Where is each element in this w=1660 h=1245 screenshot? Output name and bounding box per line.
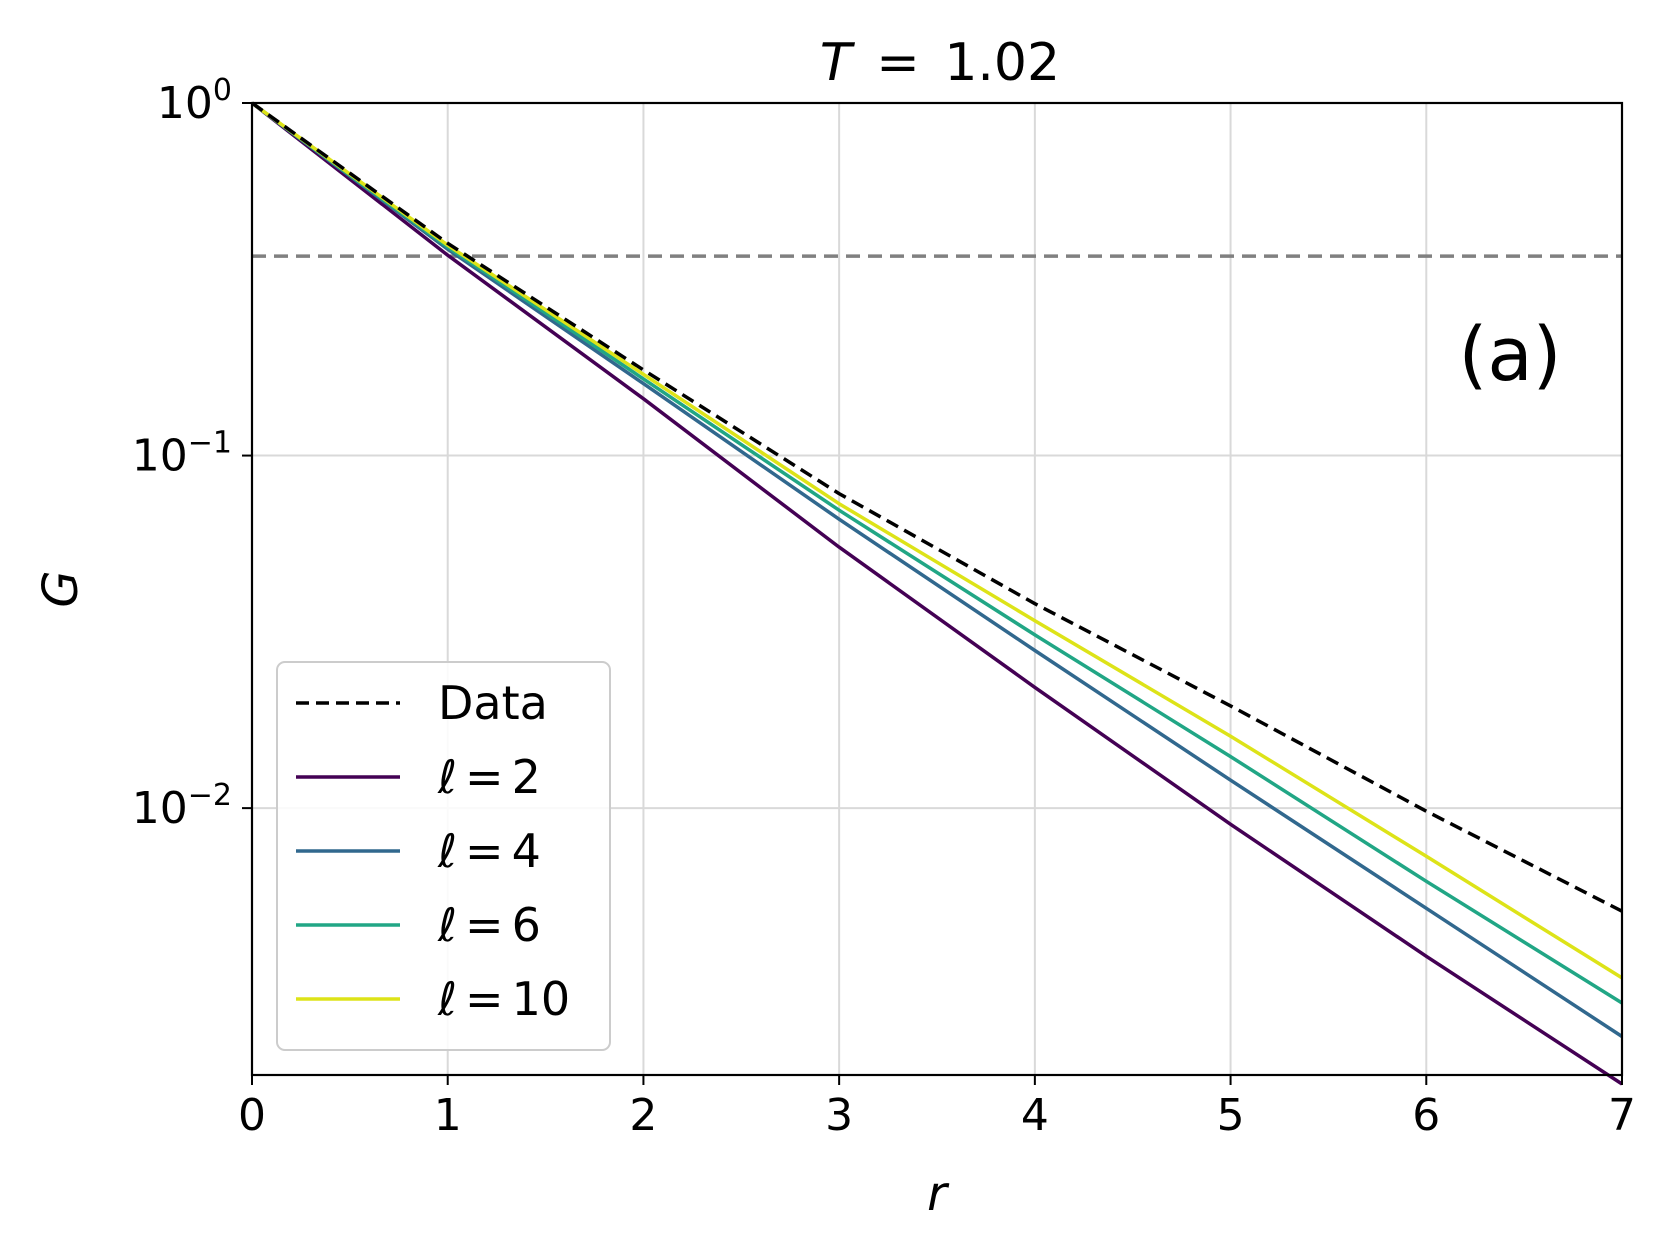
x-tick-label: 4 (1021, 1090, 1049, 1141)
series-group (250, 101, 1623, 1086)
x-tick-label: 6 (1412, 1090, 1440, 1141)
plot-frame (250, 101, 1624, 1077)
y-tick-label: 10−1 (132, 426, 232, 482)
title-value: 1.02 (944, 33, 1060, 93)
legend: Data ℓ = 2 ℓ = 4 ℓ = 6 ℓ = 10 (276, 661, 611, 1051)
chart-title: T = 1.02 (820, 33, 1060, 93)
legend-label-4: ℓ = 10 (437, 972, 570, 1026)
x-tick-label: 3 (825, 1090, 853, 1141)
ticks-group: 0 1 2 3 4 5 6 7 100 10−1 10−2 (132, 73, 1636, 1141)
title-equals: = (876, 33, 920, 93)
legend-label-1: ℓ = 2 (437, 750, 541, 804)
legend-label-0: Data (438, 676, 548, 730)
x-axis-label: r (927, 1166, 950, 1222)
x-tick-label: 2 (629, 1090, 657, 1141)
x-tick-label: 7 (1608, 1090, 1636, 1141)
y-axis-label: G (33, 570, 89, 607)
series-line-4 (250, 101, 1623, 980)
x-tick-label: 0 (238, 1090, 266, 1141)
legend-label-2: ℓ = 4 (437, 824, 541, 878)
series-line-3 (250, 101, 1623, 1005)
title-variable: T (820, 33, 856, 93)
x-tick-label: 5 (1217, 1090, 1245, 1141)
y-tick-label: 100 (157, 73, 232, 129)
panel-annotation: (a) (1458, 312, 1561, 398)
legend-label-3: ℓ = 6 (437, 898, 541, 952)
y-tick-label: 10−2 (132, 778, 232, 834)
legend-box (276, 661, 611, 1051)
series-line-2 (250, 101, 1623, 1038)
x-tick-label: 1 (434, 1090, 462, 1141)
series-line-1 (250, 101, 1623, 1086)
